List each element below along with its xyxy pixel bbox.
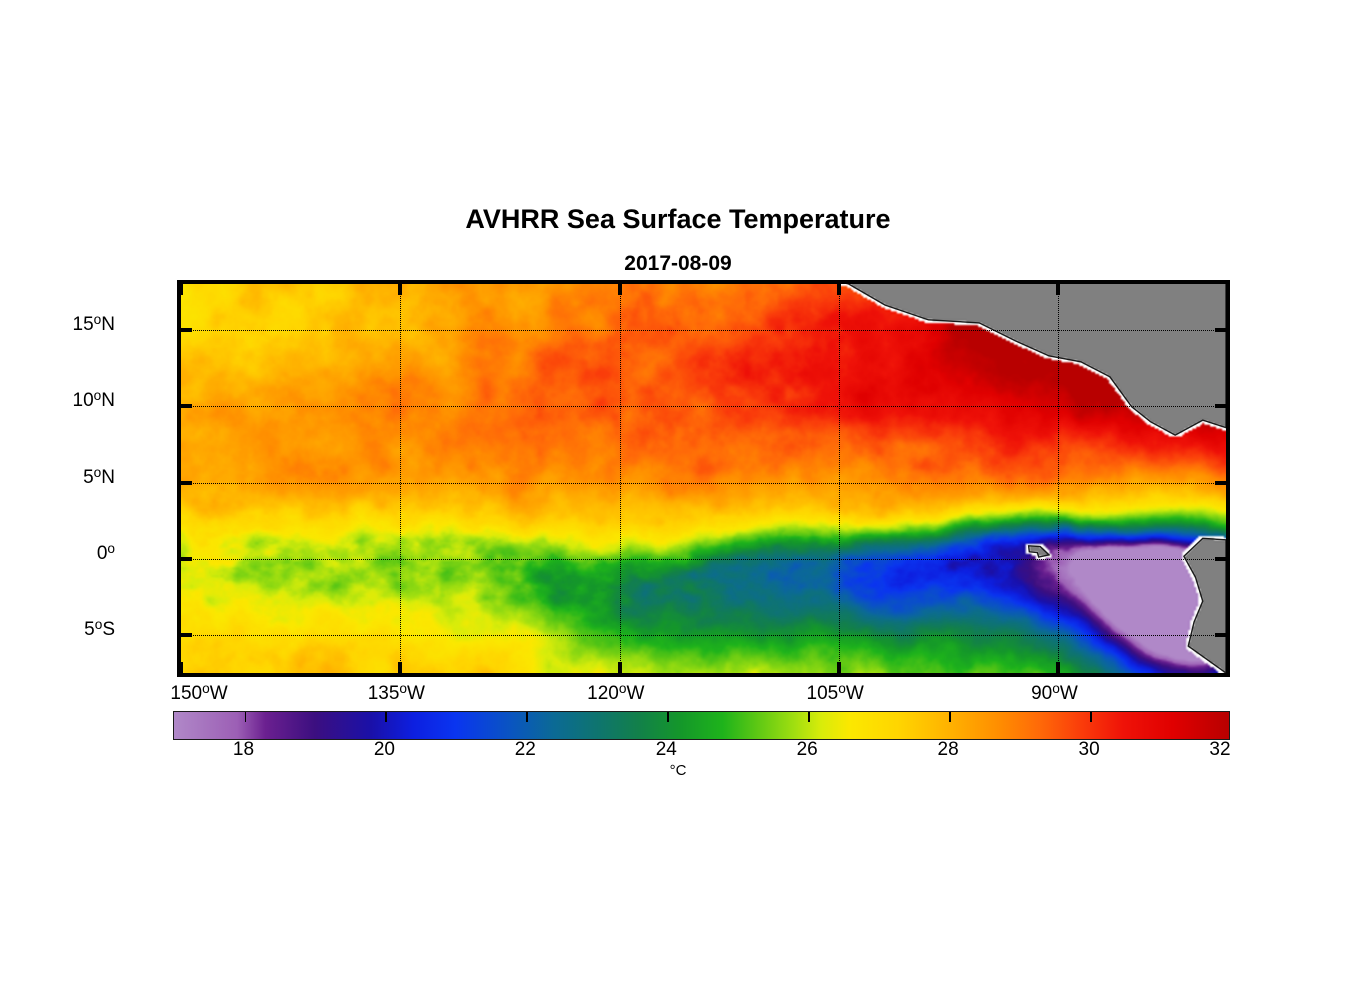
y-axis-label-0: 15oN bbox=[72, 311, 115, 335]
colorbar-tick bbox=[949, 712, 951, 722]
colorbar-tick bbox=[526, 712, 528, 722]
gridline-latitude bbox=[181, 482, 1226, 484]
y-axis-tick bbox=[181, 633, 192, 638]
x-axis-label-0: 150oW bbox=[170, 680, 228, 704]
x-axis-tick bbox=[617, 284, 622, 295]
x-axis-label-4: 90oW bbox=[1031, 680, 1078, 704]
y-axis-label-3: 0o bbox=[96, 540, 115, 564]
x-axis-label-1: 135oW bbox=[367, 680, 425, 704]
x-axis-tick bbox=[837, 662, 842, 673]
gridline-longitude bbox=[1058, 284, 1060, 673]
y-axis-tick bbox=[181, 556, 192, 561]
figure-title: AVHRR Sea Surface Temperature bbox=[465, 204, 891, 234]
colorbar-gradient bbox=[174, 712, 1229, 739]
sst-map-area bbox=[181, 284, 1226, 673]
gridline-latitude bbox=[181, 558, 1226, 560]
y-axis-tick bbox=[1215, 633, 1226, 638]
colorbar-label-3: 24 bbox=[655, 739, 677, 760]
colorbar-label-4: 26 bbox=[796, 739, 818, 760]
colorbar-label-0: 18 bbox=[232, 739, 255, 760]
y-axis-tick bbox=[1215, 556, 1226, 561]
y-axis-label-1: 10oN bbox=[72, 388, 115, 412]
colorbar-label-6: 30 bbox=[1078, 739, 1100, 760]
coastline-path-2 bbox=[1027, 545, 1051, 558]
gridline-latitude bbox=[181, 635, 1226, 637]
gridline-longitude bbox=[619, 284, 621, 673]
x-axis-tick bbox=[1056, 662, 1061, 673]
y-axis-tick bbox=[181, 480, 192, 485]
colorbar-unit-label: °C bbox=[669, 762, 687, 779]
x-axis-label-3: 105oW bbox=[806, 680, 864, 704]
coastline-path-1 bbox=[1183, 537, 1226, 673]
colorbar-tick bbox=[808, 712, 810, 722]
y-axis-tick bbox=[1215, 327, 1226, 332]
colorbar bbox=[173, 711, 1230, 740]
x-axis-label-2: 120oW bbox=[587, 680, 645, 704]
colorbar-tick bbox=[667, 712, 669, 722]
coastline-path-0 bbox=[845, 284, 1226, 436]
x-axis-tick bbox=[617, 662, 622, 673]
x-axis-tick bbox=[398, 662, 403, 673]
x-axis-tick bbox=[179, 284, 183, 295]
colorbar-tick bbox=[385, 712, 387, 722]
figure-subtitle: 2017-08-09 bbox=[624, 252, 732, 275]
y-axis-label-2: 5oN bbox=[83, 464, 115, 488]
colorbar-label-7: 32 bbox=[1209, 739, 1231, 760]
gridline-latitude bbox=[181, 406, 1226, 408]
y-axis-label-4: 5oS bbox=[84, 617, 115, 641]
x-axis-tick bbox=[837, 284, 842, 295]
sst-heatmap-canvas bbox=[181, 284, 1226, 673]
colorbar-label-1: 20 bbox=[373, 739, 395, 760]
y-axis-tick bbox=[1215, 404, 1226, 409]
colorbar-tick bbox=[1090, 712, 1092, 722]
x-axis-tick bbox=[1056, 284, 1061, 295]
y-axis-tick bbox=[181, 404, 192, 409]
land-overlay bbox=[845, 284, 1226, 673]
y-axis-tick bbox=[181, 327, 192, 332]
colorbar-label-5: 28 bbox=[937, 739, 959, 760]
y-axis-tick bbox=[1215, 480, 1226, 485]
gridline-latitude bbox=[181, 329, 1226, 331]
colorbar-tick bbox=[244, 712, 246, 722]
colorbar-label-2: 22 bbox=[514, 739, 536, 760]
x-axis-tick bbox=[398, 284, 403, 295]
gridline-longitude bbox=[839, 284, 841, 673]
gridline-longitude bbox=[400, 284, 402, 673]
map-axes bbox=[177, 280, 1230, 677]
x-axis-tick bbox=[179, 662, 183, 673]
